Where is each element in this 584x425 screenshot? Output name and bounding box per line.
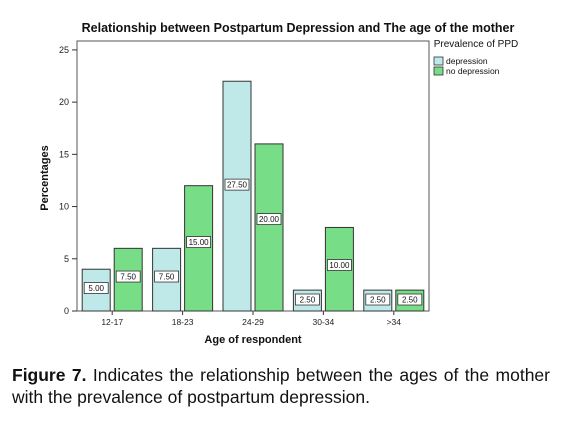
x-tick-label: 24-29 <box>242 317 264 327</box>
bar-label-box <box>115 270 141 283</box>
y-tick-label: 5 <box>64 254 69 264</box>
x-axis-label: Age of respondent <box>204 334 302 346</box>
y-tick-label: 15 <box>59 149 69 159</box>
bar-label-box <box>294 293 320 306</box>
x-axis: 12-17 18-23 24-29 30-34 >34 <box>101 311 401 327</box>
bar-label-box <box>397 293 423 306</box>
chart-title: Relationship between Postpartum Depressi… <box>82 21 515 35</box>
y-tick-label: 20 <box>59 97 69 107</box>
bar-value-label: 27.50 <box>227 181 248 190</box>
bar-no-depression-18-23 <box>184 185 214 312</box>
bar-label-box <box>224 178 250 191</box>
legend-swatch <box>433 66 444 76</box>
caption-text: Indicates the relationship between the a… <box>12 365 550 407</box>
x-tick-label: >34 <box>387 317 402 327</box>
bar-value-label: 2.50 <box>402 296 418 305</box>
legend-title: Prevalence of PPD <box>434 39 519 50</box>
legend-swatch <box>433 56 444 66</box>
bar-label-box <box>256 213 282 225</box>
bar-label-box <box>186 236 212 248</box>
bar-value-labels: 5.00 7.50 7.50 15.00 27.50 20.00 2.50 10.00 2.50… <box>83 178 423 306</box>
bar-value-label: 7.50 <box>120 273 136 282</box>
y-tick-label: 10 <box>59 202 69 212</box>
bar-value-label: 7.50 <box>159 273 175 282</box>
figure-caption: Figure 7. Indicates the relationship bet… <box>12 364 550 408</box>
bar-depression-24-29 <box>222 80 252 312</box>
bar-value-label: 2.50 <box>370 296 386 305</box>
y-tick-label: 25 <box>59 45 69 55</box>
bar-value-label: 20.00 <box>259 215 280 224</box>
legend-label: depression <box>446 56 488 66</box>
y-axis-label: Percentages <box>39 145 51 210</box>
bar-label-box <box>154 270 180 283</box>
x-tick-label: 18-23 <box>172 317 194 327</box>
bar-value-label: 2.50 <box>300 296 316 305</box>
bar-label-box <box>83 282 109 294</box>
legend-label: no depression <box>446 66 500 76</box>
bar-value-label: 10.00 <box>329 261 350 270</box>
bar-value-label: 5.00 <box>88 284 104 293</box>
bar-label-box <box>326 259 352 271</box>
x-tick-label: 30-34 <box>313 317 335 327</box>
y-axis: 0 5 10 15 20 25 <box>59 45 77 316</box>
y-tick-label: 0 <box>64 306 69 316</box>
chart: Relationship between Postpartum Depressi… <box>39 21 519 346</box>
bar-label-box <box>365 293 391 306</box>
bar-no-depression-24-29 <box>254 143 284 312</box>
bar-value-label: 15.00 <box>189 238 210 247</box>
caption-label: Figure 7. <box>12 365 87 385</box>
x-tick-label: 12-17 <box>101 317 123 327</box>
